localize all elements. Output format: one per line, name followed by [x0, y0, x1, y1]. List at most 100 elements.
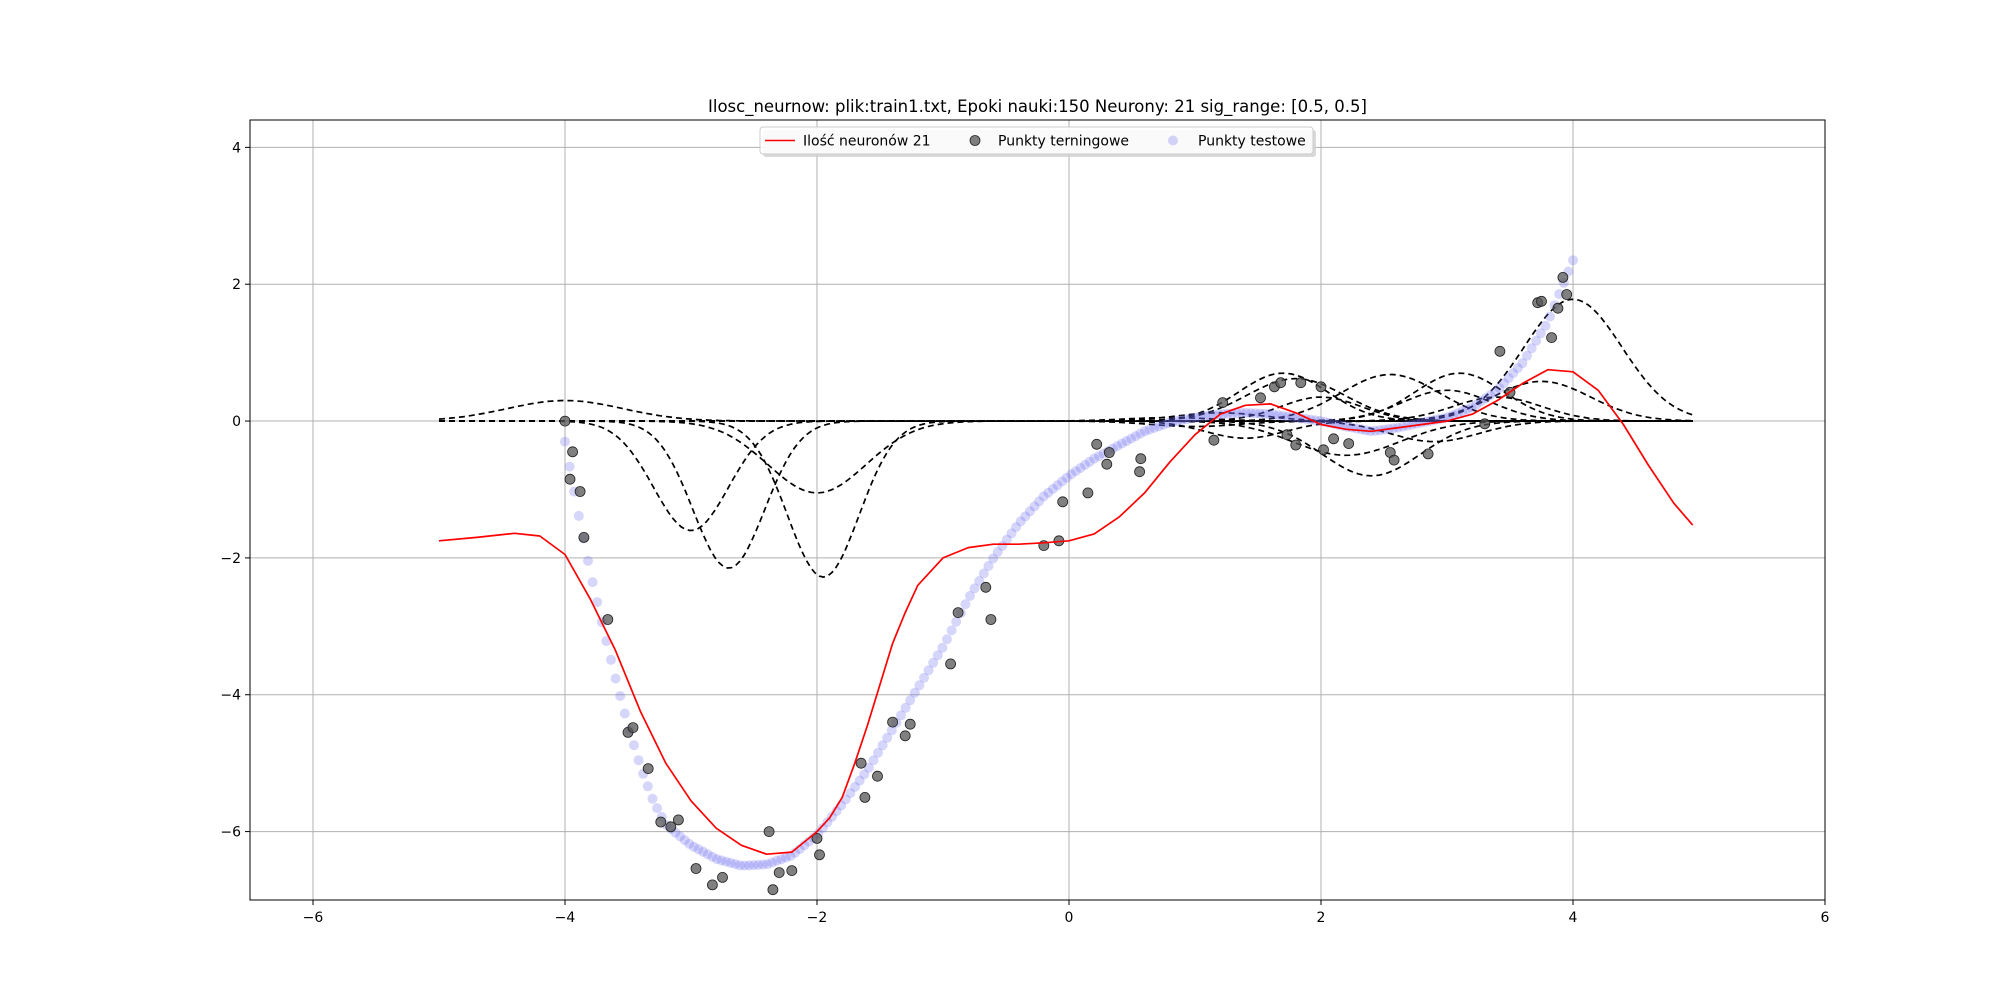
test-point: [1448, 410, 1459, 421]
training-point: [1134, 466, 1145, 478]
test-point: [886, 725, 897, 736]
test-point: [1135, 428, 1146, 439]
test-point: [988, 553, 999, 564]
axis-ticks: −6 −4 −2 0 2 4 6 −6 −4 −2 0 2 4: [220, 140, 1829, 926]
test-point: [583, 555, 593, 566]
test-point: [698, 846, 709, 857]
training-point: [1057, 496, 1069, 508]
test-point: [716, 855, 727, 866]
training-point: [1103, 447, 1115, 458]
training-point: [717, 872, 728, 883]
test-point: [1149, 422, 1160, 433]
test-point: [799, 840, 810, 851]
training-point: [763, 826, 775, 837]
training-point: [1557, 271, 1569, 283]
test-point: [744, 860, 755, 871]
training-point: [1135, 453, 1147, 465]
test-point: [1499, 378, 1509, 389]
test-point: [965, 590, 975, 601]
training-point: [855, 757, 867, 769]
test-point: [642, 781, 653, 792]
training-point: [1255, 392, 1266, 404]
legend-swatch-training: [969, 135, 981, 146]
test-point: [1494, 383, 1505, 394]
neuron-curve: [438, 399, 1693, 422]
test-point: [1535, 328, 1546, 339]
test-point: [1241, 407, 1252, 418]
test-point: [992, 547, 1003, 558]
test-point: [1052, 480, 1063, 491]
neuron-curve: [439, 389, 1693, 422]
training-point: [1281, 429, 1293, 441]
test-point: [675, 831, 686, 842]
test-point: [1172, 416, 1183, 426]
test-point: [1232, 408, 1242, 419]
training-point: [707, 879, 718, 891]
training-point: [690, 863, 702, 874]
training-point: [559, 415, 571, 427]
test-point: [693, 844, 704, 855]
test-point: [734, 860, 745, 871]
test-point: [1126, 433, 1137, 444]
test-point: [1475, 396, 1486, 407]
test-point: [1568, 255, 1578, 266]
test-point: [1158, 419, 1169, 430]
training-point: [564, 473, 576, 485]
training-point: [899, 730, 911, 742]
test-point: [564, 461, 575, 472]
test-point: [757, 859, 768, 870]
test-point: [896, 710, 906, 721]
training-point: [1422, 448, 1434, 460]
test-point: [633, 755, 644, 766]
test-point: [1116, 438, 1127, 449]
neuron-curve: [439, 420, 1693, 532]
test-point: [1181, 414, 1192, 425]
training-point: [1388, 454, 1400, 466]
test-point: [1089, 453, 1100, 464]
training-point: [1217, 397, 1229, 409]
test-point: [1084, 456, 1095, 467]
test-point: [854, 775, 865, 786]
test-point: [1153, 421, 1164, 432]
test-point: [1245, 408, 1256, 419]
test-point: [1057, 476, 1068, 487]
training-point: [872, 770, 883, 782]
test-point: [1001, 534, 1012, 545]
test-point: [771, 855, 782, 866]
test-point: [753, 859, 764, 870]
legend-label-test: Punkty testowe: [1198, 134, 1306, 150]
x-tick-label: −2: [807, 910, 828, 926]
test-point: [776, 854, 787, 865]
test-point: [1508, 368, 1519, 379]
network-output: [438, 368, 1694, 856]
test-point: [790, 847, 801, 858]
training-point: [985, 614, 997, 625]
training-point: [1275, 377, 1287, 389]
test-point: [730, 859, 741, 870]
test-point: [560, 436, 570, 447]
training-point: [1328, 433, 1339, 445]
test-point: [1517, 358, 1528, 369]
test-point: [946, 625, 957, 636]
training-point: [567, 446, 578, 458]
test-point: [928, 657, 939, 668]
y-tick-label: 2: [232, 277, 241, 293]
test-point: [1273, 410, 1284, 421]
test-point: [1020, 511, 1031, 522]
neuron-curve: [439, 373, 1693, 422]
test-point: [702, 849, 713, 860]
test-point: [1112, 441, 1123, 452]
test-point: [978, 568, 989, 579]
test-point: [679, 835, 690, 846]
training-point: [642, 763, 654, 774]
training-point: [1536, 295, 1547, 307]
test-point: [762, 859, 773, 870]
test-point: [647, 793, 658, 804]
test-point: [1015, 516, 1026, 527]
training-point: [1295, 377, 1307, 389]
x-tick-label: 0: [1065, 910, 1074, 926]
test-point: [914, 680, 925, 691]
test-point: [610, 673, 621, 684]
test-point: [831, 806, 842, 817]
test-point: [1526, 343, 1537, 354]
